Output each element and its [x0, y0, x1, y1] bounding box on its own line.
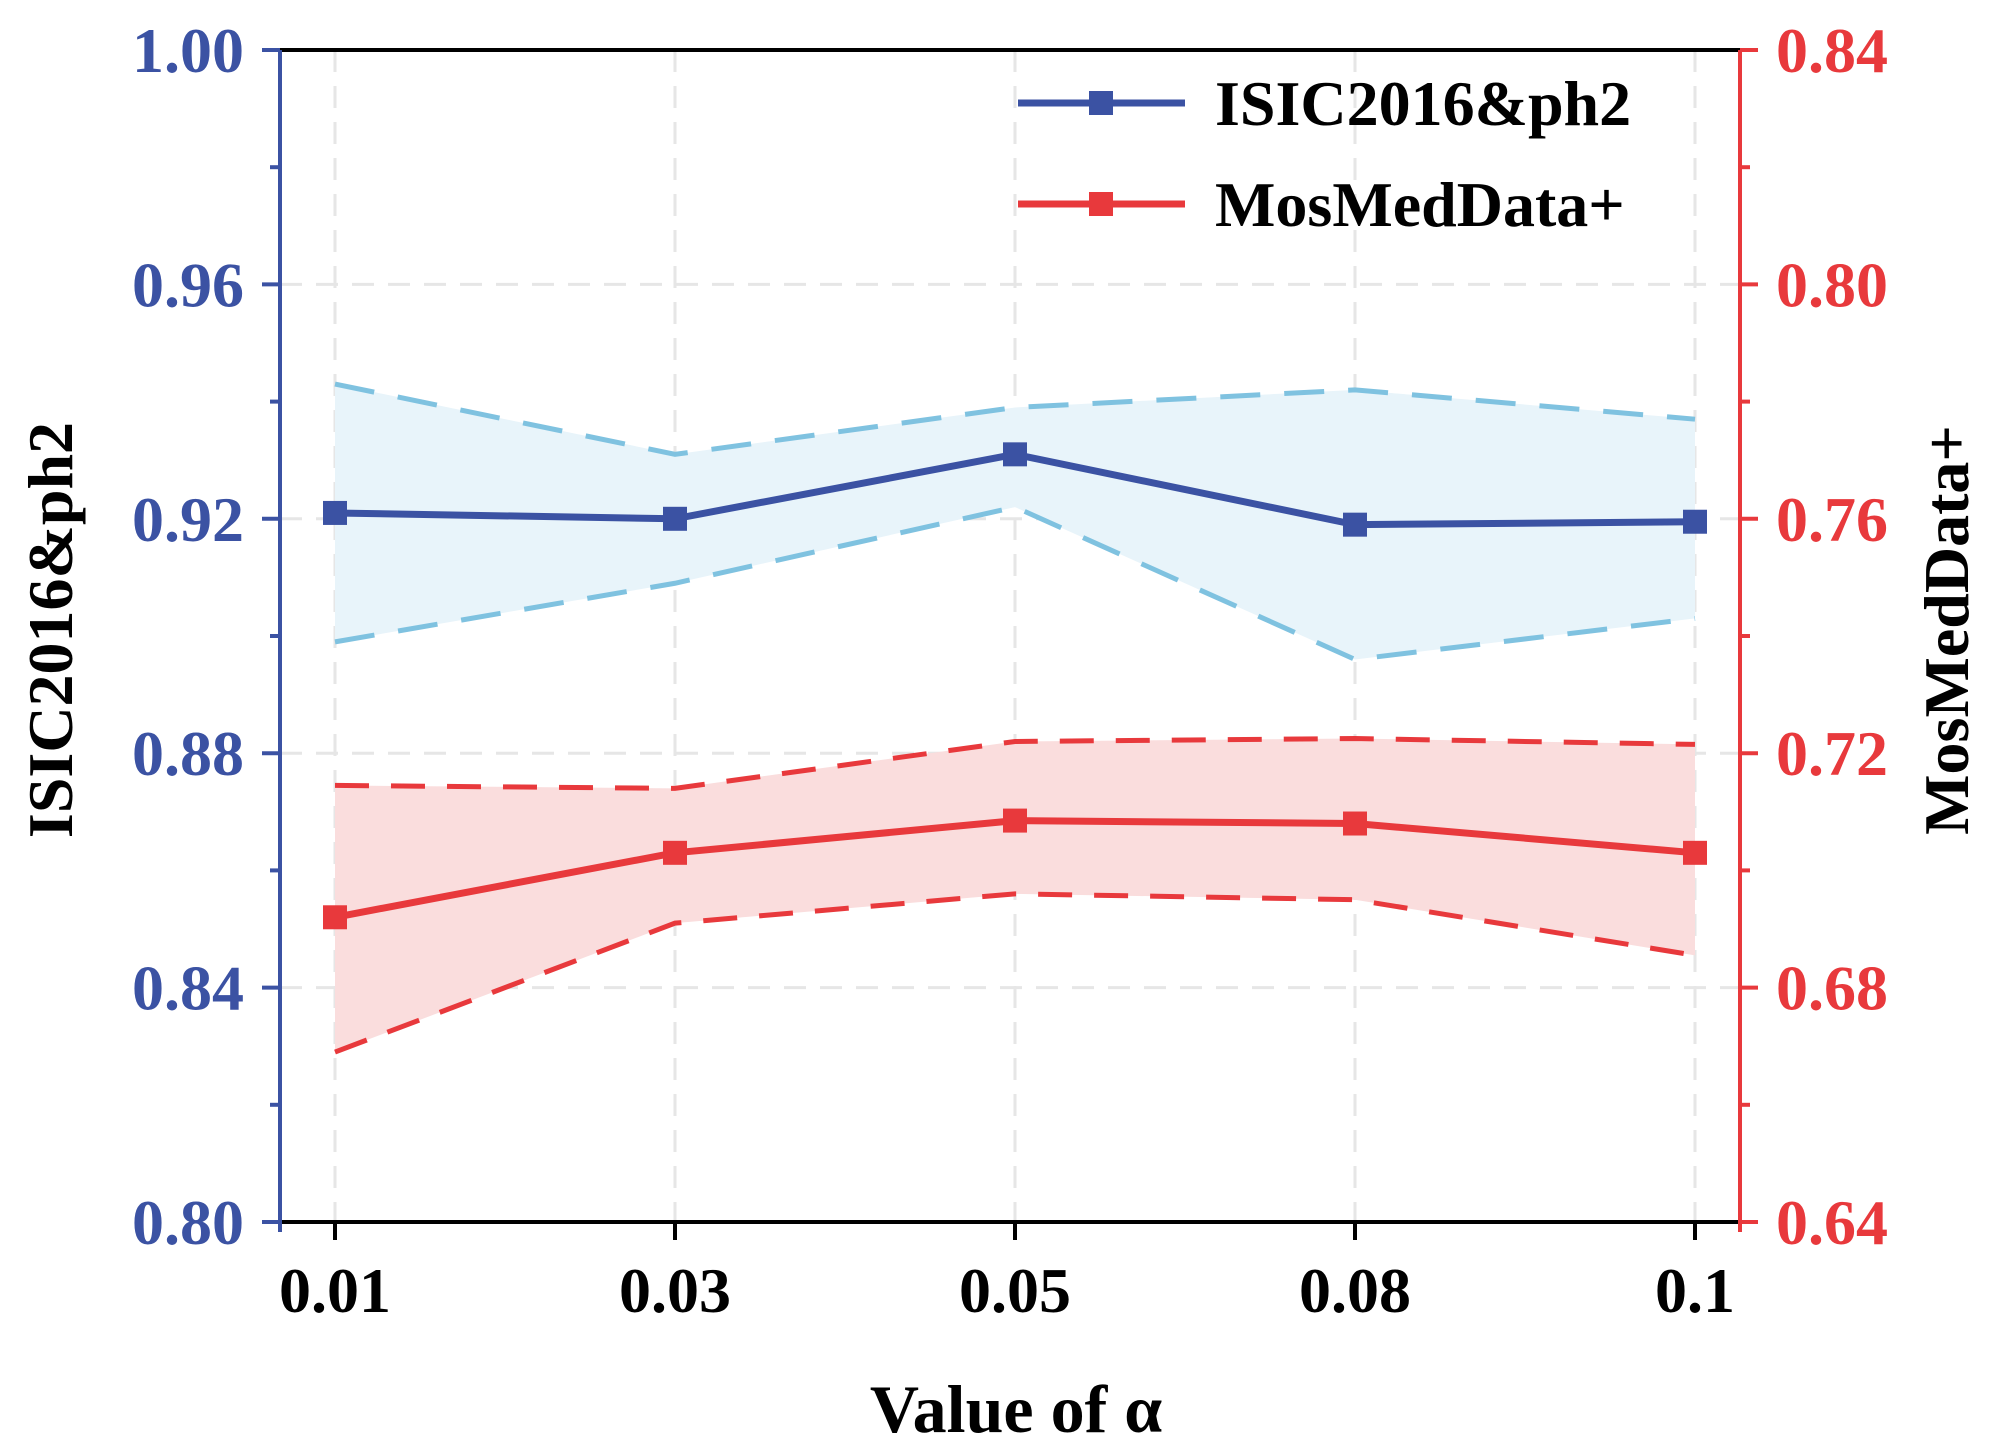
isic-upper-bound-line	[334, 381, 1696, 457]
x-tick-label: 0.03	[619, 1255, 731, 1326]
left-y-tick-label: 0.92	[132, 484, 244, 555]
isic-data-point	[1683, 509, 1707, 534]
mosmed-data-point	[663, 840, 687, 865]
mosmed-upper-bound-line	[334, 736, 1696, 791]
left-y-axis-title: ISIC2016&ph2	[15, 422, 86, 838]
right-y-tick-label: 0.80	[1776, 249, 1888, 320]
right-y-tick-label: 0.76	[1776, 484, 1888, 555]
x-axis-title: Value of α	[870, 1371, 1162, 1447]
mosmed-lower-bound-line	[334, 891, 1696, 1055]
x-tick-label: 0.01	[279, 1255, 391, 1326]
left-y-tick-label: 0.80	[132, 1187, 244, 1258]
x-tick-label: 0.05	[959, 1255, 1071, 1326]
right-y-axis-title: MosMedData+	[1911, 425, 1982, 835]
left-y-tick-label: 1.00	[132, 15, 244, 86]
mosmed-data-point	[1683, 840, 1707, 865]
x-tick-label: 0.08	[1299, 1255, 1411, 1326]
left-y-tick-label: 0.88	[132, 718, 244, 789]
mosmed-data-point	[1003, 808, 1027, 833]
legend-mosmed-marker	[1089, 192, 1113, 216]
right-y-tick-label: 0.84	[1776, 15, 1888, 86]
isic-data-point	[663, 506, 687, 531]
mosmed-data-point	[323, 905, 347, 930]
legend-mosmed-label: MosMedData+	[1215, 169, 1625, 240]
right-y-tick-label: 0.64	[1776, 1187, 1888, 1258]
isic-data-point	[1003, 442, 1027, 467]
axes: 0.01 0.03 0.05 0.08 0.1 0.80 0.84 0.88 0.92 0.96 1…	[132, 15, 1888, 1326]
right-y-tick-label: 0.68	[1776, 953, 1888, 1024]
legend-isic-marker	[1089, 91, 1113, 115]
left-y-tick-label: 0.96	[132, 249, 244, 320]
legend-isic-label: ISIC2016&ph2	[1215, 68, 1631, 139]
isic-data-point	[323, 500, 347, 525]
isic-band-fill	[335, 384, 1695, 660]
mosmed-data-point	[1343, 811, 1367, 836]
legend: ISIC2016&ph2 MosMedData+	[1018, 68, 1631, 240]
isic-lower-bound-line	[334, 504, 1696, 663]
left-y-tick-label: 0.84	[132, 953, 244, 1024]
isic-data-point	[1343, 512, 1367, 537]
series-lines	[323, 442, 1707, 930]
x-tick-label: 0.1	[1655, 1255, 1735, 1326]
right-y-tick-label: 0.72	[1776, 718, 1888, 789]
